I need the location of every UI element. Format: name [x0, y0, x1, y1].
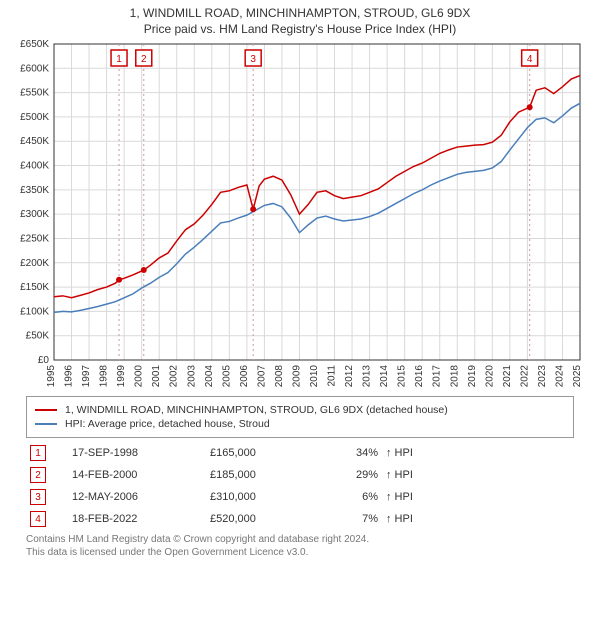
svg-text:2001: 2001 [151, 365, 162, 388]
svg-text:4: 4 [527, 54, 533, 65]
svg-text:2019: 2019 [467, 365, 478, 388]
event-pct: 7% [324, 508, 382, 530]
svg-text:2009: 2009 [291, 365, 302, 388]
svg-text:£450K: £450K [20, 136, 49, 147]
event-row: 1 17-SEP-1998£165,00034%↑ HPI [26, 442, 574, 464]
svg-text:£150K: £150K [20, 282, 49, 293]
svg-text:2006: 2006 [239, 365, 250, 388]
svg-text:£250K: £250K [20, 233, 49, 244]
svg-text:2013: 2013 [362, 365, 373, 388]
svg-text:2023: 2023 [537, 365, 548, 388]
legend-label: HPI: Average price, detached house, Stro… [65, 418, 270, 430]
svg-text:£50K: £50K [26, 331, 50, 342]
legend-label: 1, WINDMILL ROAD, MINCHINHAMPTON, STROUD… [65, 404, 448, 416]
svg-text:2007: 2007 [256, 365, 267, 388]
svg-text:2011: 2011 [327, 365, 338, 387]
event-pct: 29% [324, 464, 382, 486]
event-date: 14-FEB-2000 [68, 464, 206, 486]
footer: Contains HM Land Registry data © Crown c… [26, 534, 574, 559]
legend-item: HPI: Average price, detached house, Stro… [35, 417, 565, 431]
svg-text:1: 1 [116, 54, 122, 65]
svg-text:£400K: £400K [20, 161, 49, 172]
svg-text:2000: 2000 [134, 365, 145, 388]
event-date: 18-FEB-2022 [68, 508, 206, 530]
title-address: 1, WINDMILL ROAD, MINCHINHAMPTON, STROUD… [8, 6, 592, 20]
event-price: £520,000 [206, 508, 324, 530]
svg-text:2017: 2017 [432, 365, 443, 388]
events-table: 117-SEP-1998£165,00034%↑ HPI214-FEB-2000… [26, 442, 574, 530]
svg-text:2008: 2008 [274, 365, 285, 388]
svg-text:2020: 2020 [484, 365, 495, 388]
footer-line1: Contains HM Land Registry data © Crown c… [26, 534, 574, 547]
svg-text:2012: 2012 [344, 365, 355, 388]
event-pct: 6% [324, 486, 382, 508]
event-row: 4 18-FEB-2022£520,0007%↑ HPI [26, 508, 574, 530]
svg-text:2003: 2003 [186, 365, 197, 388]
svg-text:2021: 2021 [502, 365, 513, 388]
svg-text:3: 3 [250, 54, 256, 65]
event-date: 17-SEP-1998 [68, 442, 206, 464]
event-marker-icon: 3 [30, 489, 46, 505]
svg-text:£550K: £550K [20, 88, 49, 99]
svg-text:2025: 2025 [572, 365, 583, 388]
event-vs-hpi: ↑ HPI [382, 486, 574, 508]
svg-text:2015: 2015 [397, 365, 408, 388]
event-price: £185,000 [206, 464, 324, 486]
svg-text:2022: 2022 [519, 365, 530, 388]
svg-text:£650K: £650K [20, 40, 49, 50]
event-marker-icon: 2 [30, 467, 46, 483]
svg-text:£500K: £500K [20, 112, 49, 123]
event-row: 3 12-MAY-2006£310,0006%↑ HPI [26, 486, 574, 508]
svg-text:£600K: £600K [20, 63, 49, 74]
event-vs-hpi: ↑ HPI [382, 464, 574, 486]
svg-text:£100K: £100K [20, 306, 49, 317]
svg-text:2002: 2002 [169, 365, 180, 388]
svg-text:£300K: £300K [20, 209, 49, 220]
title-sub: Price paid vs. HM Land Registry's House … [8, 22, 592, 36]
svg-text:£0: £0 [38, 355, 50, 366]
svg-text:2016: 2016 [414, 365, 425, 388]
svg-text:£200K: £200K [20, 258, 49, 269]
event-row: 2 14-FEB-2000£185,00029%↑ HPI [26, 464, 574, 486]
event-vs-hpi: ↑ HPI [382, 508, 574, 530]
event-price: £310,000 [206, 486, 324, 508]
legend-swatch [35, 423, 57, 425]
svg-text:2: 2 [141, 54, 147, 65]
svg-text:1996: 1996 [64, 365, 75, 388]
svg-text:2018: 2018 [449, 365, 460, 388]
legend-swatch [35, 409, 57, 411]
svg-text:2004: 2004 [204, 365, 215, 388]
svg-text:2024: 2024 [554, 365, 565, 388]
event-price: £165,000 [206, 442, 324, 464]
event-pct: 34% [324, 442, 382, 464]
svg-text:2014: 2014 [379, 365, 390, 388]
event-marker-icon: 1 [30, 445, 46, 461]
event-date: 12-MAY-2006 [68, 486, 206, 508]
svg-text:2005: 2005 [221, 365, 232, 388]
event-vs-hpi: ↑ HPI [382, 442, 574, 464]
svg-text:1998: 1998 [99, 365, 110, 388]
svg-text:2010: 2010 [309, 365, 320, 388]
svg-text:1995: 1995 [46, 365, 57, 388]
svg-text:£350K: £350K [20, 185, 49, 196]
event-marker-icon: 4 [30, 511, 46, 527]
footer-line2: This data is licensed under the Open Gov… [26, 547, 574, 560]
legend-item: 1, WINDMILL ROAD, MINCHINHAMPTON, STROUD… [35, 403, 565, 417]
legend: 1, WINDMILL ROAD, MINCHINHAMPTON, STROUD… [26, 396, 574, 438]
price-chart: £0 £50K £100K £150K £200K £250K £300K £350K £400… [10, 40, 590, 390]
svg-text:1997: 1997 [81, 365, 92, 388]
svg-text:1999: 1999 [116, 365, 127, 388]
